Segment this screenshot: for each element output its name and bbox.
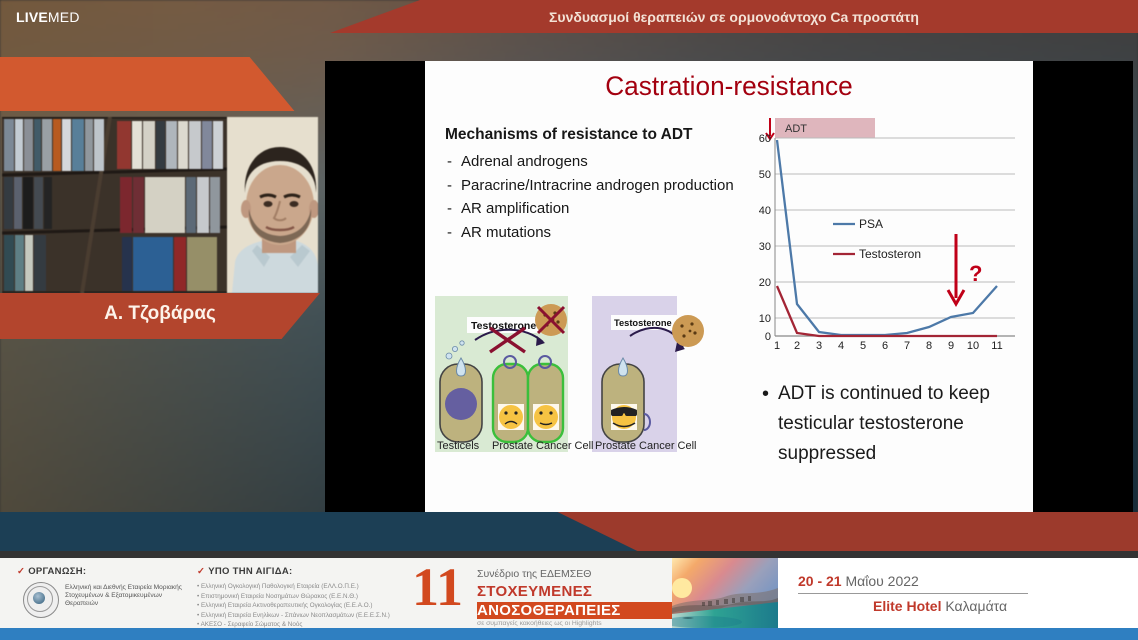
svg-text:PSA: PSA [859, 217, 883, 231]
svg-text:4: 4 [838, 340, 844, 352]
svg-text:Prostate Cancer Cell: Prostate Cancer Cell [492, 440, 594, 452]
svg-text:6: 6 [882, 340, 888, 352]
svg-text:?: ? [969, 261, 982, 286]
svg-text:60: 60 [759, 133, 771, 145]
svg-text:Prostate Cancer Cell: Prostate Cancer Cell [595, 440, 697, 452]
svg-text:3: 3 [816, 340, 822, 352]
svg-text:ADT: ADT [785, 123, 807, 135]
svg-text:11: 11 [991, 340, 1002, 352]
svg-text:8: 8 [926, 340, 932, 352]
svg-text:7: 7 [904, 340, 910, 352]
svg-text:10: 10 [759, 313, 771, 325]
svg-text:50: 50 [759, 169, 771, 181]
svg-text:0: 0 [765, 331, 771, 343]
svg-text:5: 5 [860, 340, 866, 352]
svg-text:2: 2 [794, 340, 800, 352]
svg-text:30: 30 [759, 241, 771, 253]
svg-text:40: 40 [759, 205, 771, 217]
svg-text:Testosterone: Testosterone [614, 318, 672, 328]
svg-text:1: 1 [774, 340, 780, 352]
svg-text:20: 20 [759, 277, 771, 289]
svg-text:Testicels: Testicels [437, 440, 480, 452]
svg-text:9: 9 [948, 340, 954, 352]
svg-text:Testosteron: Testosteron [859, 247, 921, 261]
svg-text:10: 10 [967, 340, 979, 352]
